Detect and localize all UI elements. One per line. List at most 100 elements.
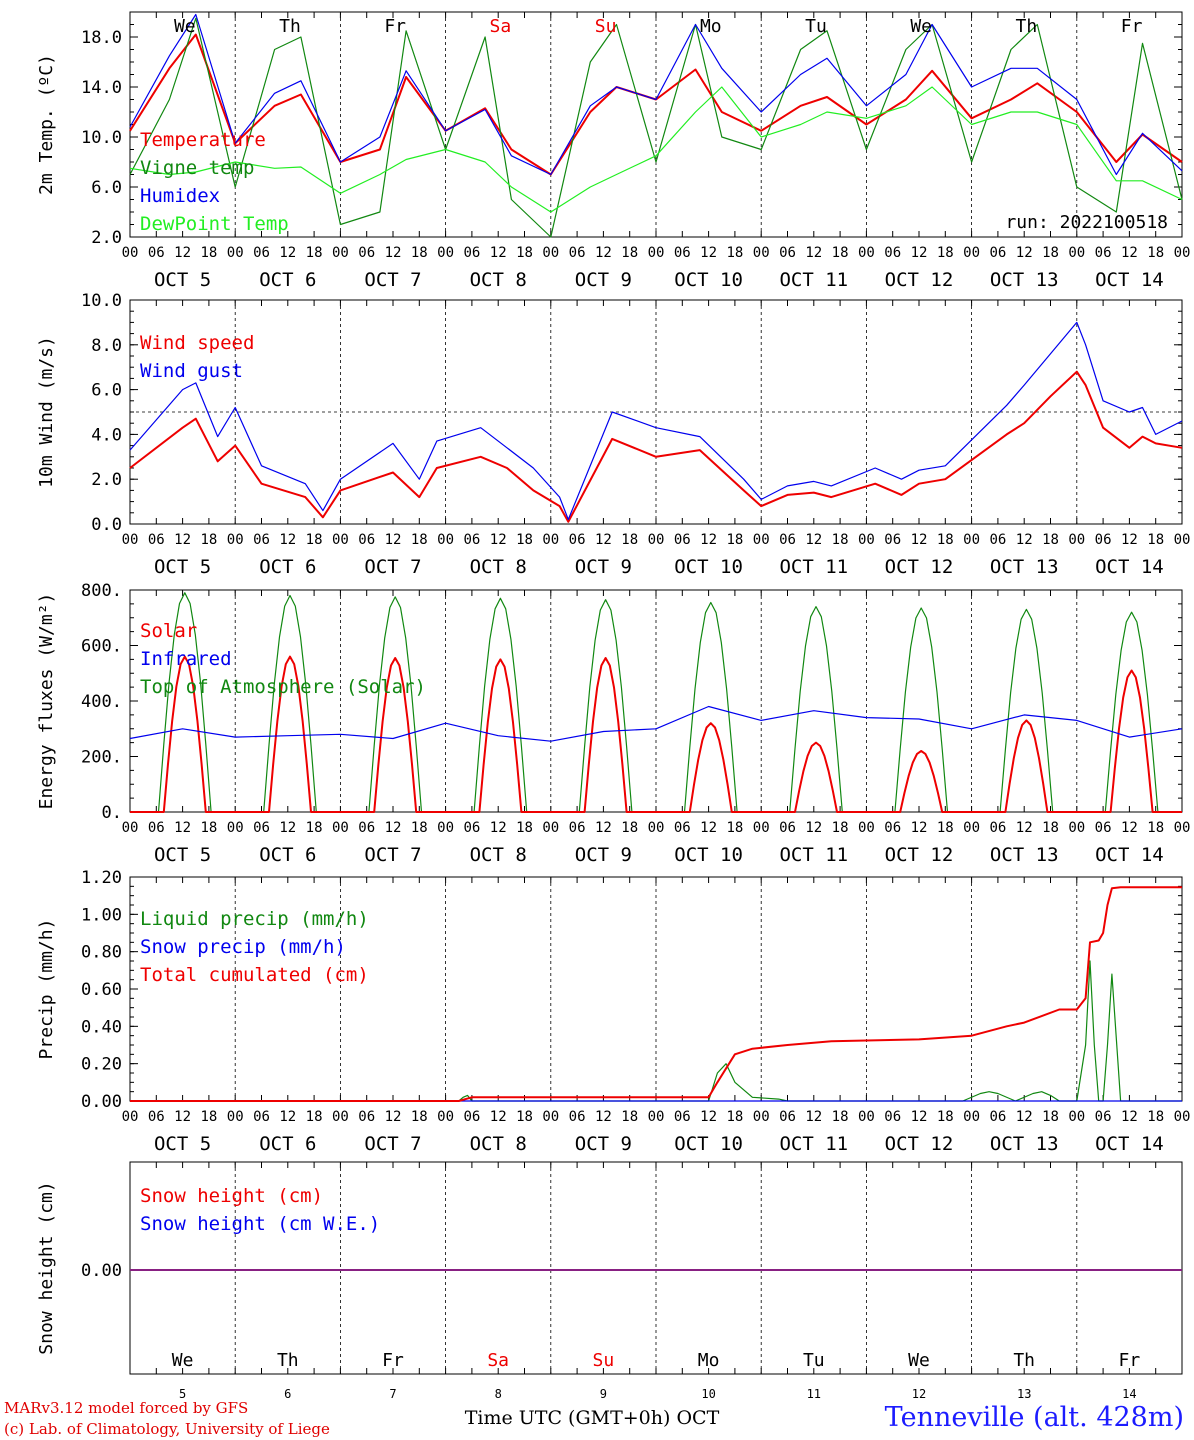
hour-tick-label: 06 (779, 532, 796, 548)
hour-tick-label: 18 (411, 532, 428, 548)
hour-tick-label: 18 (937, 245, 954, 261)
y-tick-label: 8.0 (91, 336, 122, 356)
hour-tick-label: 00 (648, 532, 665, 548)
series-total-cumulated-cm- (130, 886, 1182, 1102)
date-label: OCT 12 (885, 1133, 954, 1155)
y-tick-label: 0.20 (81, 1055, 122, 1075)
series-humidex (129, 13, 1183, 176)
hour-tick-label: 00 (542, 245, 559, 261)
hour-tick-label: 06 (148, 245, 165, 261)
hour-tick-label: 12 (911, 532, 928, 548)
date-label: OCT 8 (470, 1133, 527, 1155)
hour-tick-label: 12 (1016, 245, 1033, 261)
bottom-day-of-week: Th (277, 1350, 299, 1371)
y-axis-label: Energy fluxes (W/m²) (36, 593, 57, 810)
day-of-week-label: Mo (700, 16, 722, 37)
hour-tick-label: 18 (1147, 245, 1164, 261)
date-label: OCT 14 (1095, 556, 1164, 578)
y-tick-label: 0.80 (81, 943, 122, 963)
date-label: OCT 9 (575, 269, 632, 291)
hour-tick-label: 12 (911, 1109, 928, 1125)
hour-tick-label: 00 (753, 820, 770, 836)
legend-entry: Wind gust (140, 360, 243, 382)
legend-entry: Liquid precip (mm/h) (140, 908, 369, 930)
series-dewpoint-temp (129, 86, 1183, 213)
date-label: OCT 8 (470, 556, 527, 578)
hour-tick-label: 06 (1095, 532, 1112, 548)
hour-tick-label: 06 (253, 245, 270, 261)
y-tick-label: 0.00 (81, 1092, 122, 1112)
hour-tick-label: 12 (700, 532, 717, 548)
hour-tick-label: 06 (569, 532, 586, 548)
date-label: OCT 10 (674, 844, 743, 866)
hour-tick-label: 12 (595, 245, 612, 261)
hour-tick-label: 06 (569, 1109, 586, 1125)
hour-tick-label: 12 (385, 1109, 402, 1125)
hour-tick-label: 18 (1042, 1109, 1059, 1125)
hour-tick-label: 00 (542, 1109, 559, 1125)
y-axis-label: 10m Wind (m/s) (36, 336, 57, 488)
hour-tick-label: 18 (200, 532, 217, 548)
y-tick-label: 0. (102, 803, 122, 823)
y-tick-label: 200. (81, 748, 122, 768)
hour-tick-label: 18 (516, 245, 533, 261)
hour-tick-label: 06 (358, 532, 375, 548)
hour-tick-label: 12 (490, 820, 507, 836)
location-title: Tenneville (alt. 428m) (884, 1402, 1184, 1433)
date-label: OCT 10 (674, 1133, 743, 1155)
bottom-day-number: 9 (600, 1387, 607, 1401)
hour-tick-label: 06 (674, 1109, 691, 1125)
hour-tick-label: 00 (122, 820, 139, 836)
hour-tick-label: 18 (1042, 820, 1059, 836)
hour-tick-label: 06 (253, 532, 270, 548)
date-label: OCT 13 (990, 1133, 1059, 1155)
hour-tick-label: 18 (516, 532, 533, 548)
bottom-day-number: 11 (807, 1387, 821, 1401)
bottom-day-of-week: We (908, 1350, 930, 1371)
bottom-day-number: 5 (179, 1387, 186, 1401)
hour-tick-label: 18 (1147, 532, 1164, 548)
bottom-day-number: 8 (495, 1387, 502, 1401)
hour-tick-label: 12 (595, 820, 612, 836)
hour-tick-label: 18 (832, 1109, 849, 1125)
hour-tick-label: 18 (621, 532, 638, 548)
hour-tick-label: 06 (463, 532, 480, 548)
date-label: OCT 5 (154, 1133, 211, 1155)
hour-tick-label: 06 (884, 245, 901, 261)
hour-tick-label: 18 (306, 532, 323, 548)
hour-tick-label: 18 (726, 1109, 743, 1125)
hour-tick-label: 06 (358, 1109, 375, 1125)
legend-entry: Wind speed (140, 332, 254, 354)
hour-tick-label: 00 (437, 532, 454, 548)
hour-tick-label: 18 (832, 820, 849, 836)
hour-tick-label: 18 (200, 1109, 217, 1125)
date-label: OCT 13 (990, 556, 1059, 578)
hour-tick-label: 00 (227, 532, 244, 548)
date-label: OCT 11 (779, 556, 848, 578)
x-axis-title: Time UTC (GMT+0h) OCT (465, 1407, 720, 1429)
hour-tick-label: 12 (1016, 1109, 1033, 1125)
hour-tick-label: 12 (490, 1109, 507, 1125)
hour-tick-label: 00 (437, 245, 454, 261)
hour-tick-label: 00 (122, 532, 139, 548)
hour-tick-label: 12 (174, 245, 191, 261)
hour-tick-label: 12 (174, 532, 191, 548)
bottom-day-of-week: Fr (382, 1350, 404, 1371)
hour-tick-label: 18 (1147, 1109, 1164, 1125)
hour-tick-label: 18 (200, 820, 217, 836)
date-label: OCT 5 (154, 269, 211, 291)
y-axis-label: Precip (mm/h) (36, 919, 57, 1060)
hour-tick-label: 12 (595, 1109, 612, 1125)
hour-tick-label: 00 (1068, 820, 1085, 836)
hour-tick-label: 00 (332, 532, 349, 548)
hour-tick-label: 18 (516, 820, 533, 836)
bottom-day-number: 13 (1017, 1387, 1031, 1401)
hour-tick-label: 00 (1174, 245, 1191, 261)
date-label: OCT 11 (779, 1133, 848, 1155)
legend-entry: Vigne temp (140, 157, 254, 179)
hour-tick-label: 18 (621, 820, 638, 836)
hour-tick-label: 18 (726, 532, 743, 548)
hour-tick-label: 12 (1016, 532, 1033, 548)
hour-tick-label: 06 (884, 1109, 901, 1125)
panel-energy (129, 589, 1183, 813)
